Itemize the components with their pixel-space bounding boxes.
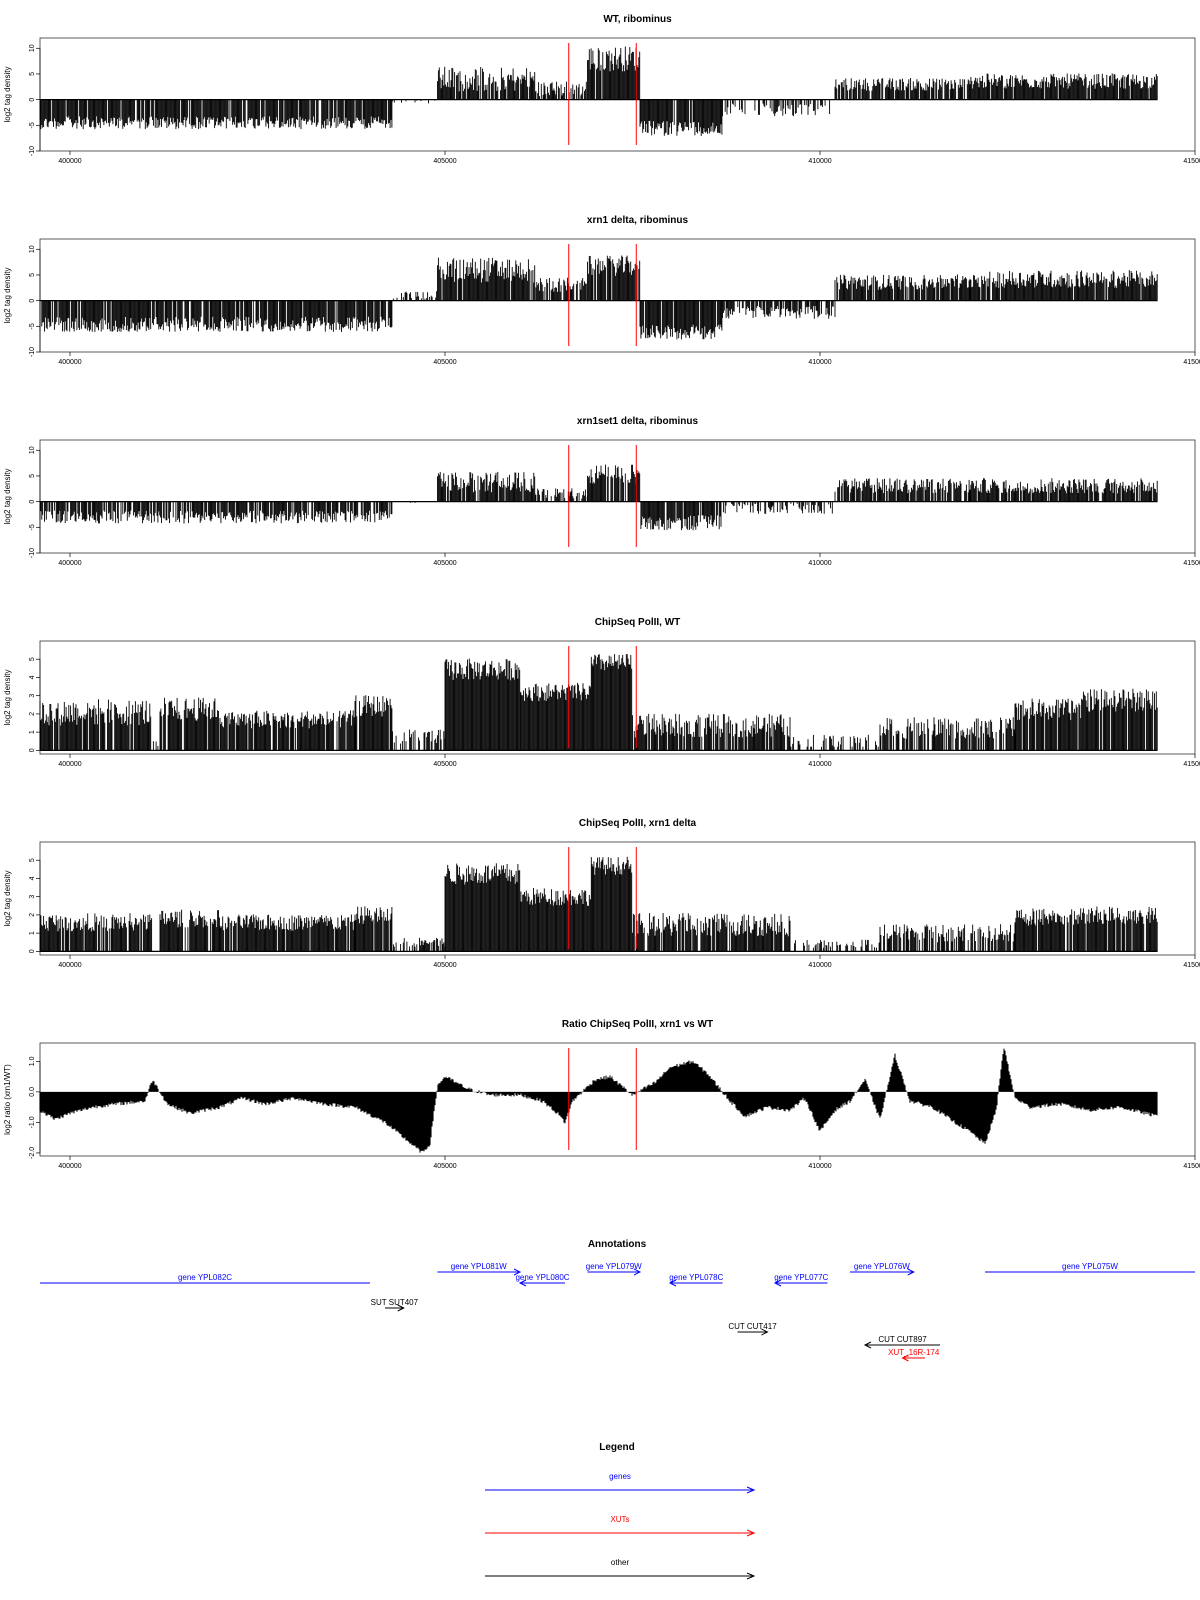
y-tick-label: -10 [29, 347, 36, 357]
y-tick-label: 0 [29, 500, 36, 504]
chart-title: ChipSeq PolII, xrn1 delta [579, 818, 697, 829]
x-tick-label: 410000 [808, 158, 831, 165]
x-tick-label: 405000 [433, 560, 456, 567]
x-tick-label: 410000 [808, 560, 831, 567]
y-axis-label: log2 tag density [3, 669, 12, 725]
y-tick-label: -10 [29, 548, 36, 558]
y-tick-label: -5 [29, 524, 36, 530]
y-tick-label: 0 [29, 748, 36, 752]
x-tick-label: 415000 [1183, 158, 1200, 165]
series-marks [39, 856, 1158, 952]
x-tick-label: 415000 [1183, 560, 1200, 567]
y-tick-label: -10 [29, 146, 36, 156]
y-tick-label: -5 [29, 323, 36, 329]
chart-title: WT, ribominus [603, 14, 672, 25]
y-tick-label: 1 [29, 931, 36, 935]
x-tick-label: 405000 [433, 158, 456, 165]
chart-panel-3: xrn1set1 delta, ribominus -10 -5 0 5 10 log2 t… [3, 416, 1200, 567]
y-tick-label: 0 [29, 299, 36, 303]
y-tick-label: 5 [29, 657, 36, 661]
y-tick-label: 3 [29, 694, 36, 698]
y-axis-label: log2 tag density [3, 870, 12, 926]
y-tick-label: 10 [29, 245, 36, 253]
y-tick-label: 0 [29, 98, 36, 102]
x-tick-label: 415000 [1183, 359, 1200, 366]
y-axis-label: log2 tag density [3, 267, 12, 323]
chart-title: ChipSeq PolII, WT [595, 617, 681, 628]
x-tick-label: 415000 [1183, 962, 1200, 969]
chart-panel-2: xrn1 delta, ribominus -10 -5 0 5 10 log2 tag d… [3, 215, 1200, 366]
chart-title: xrn1 delta, ribominus [587, 215, 689, 226]
chart-panel-4: ChipSeq PolII, WT 0 1 2 3 4 5 log2 tag density 4… [3, 617, 1200, 768]
x-tick-label: 400000 [58, 158, 81, 165]
x-tick-label: 410000 [808, 359, 831, 366]
x-tick-label: 400000 [58, 359, 81, 366]
series-marks [39, 46, 1158, 137]
x-tick-label: 410000 [808, 761, 831, 768]
y-tick-label: 2 [29, 913, 36, 917]
chart-title: xrn1set1 delta, ribominus [577, 416, 699, 427]
x-tick-label: 400000 [58, 962, 81, 969]
x-tick-label: 410000 [808, 962, 831, 969]
y-tick-label: 5 [29, 72, 36, 76]
x-tick-label: 405000 [433, 359, 456, 366]
y-axis-label: log2 tag density [3, 468, 12, 524]
y-tick-label: 5 [29, 273, 36, 277]
y-tick-label: 0 [29, 949, 36, 953]
chart-panel-1: WT, ribominus -10 -5 0 5 10 log2 tag density 40… [3, 14, 1200, 165]
y-tick-label: 1 [29, 730, 36, 734]
x-tick-label: 405000 [433, 962, 456, 969]
series-marks [39, 464, 1158, 531]
y-tick-label: 5 [29, 858, 36, 862]
y-tick-label: 4 [29, 876, 36, 880]
y-tick-label: 10 [29, 446, 36, 454]
x-tick-label: 400000 [58, 560, 81, 567]
y-tick-label: 3 [29, 895, 36, 899]
y-axis-label: log2 tag density [3, 66, 12, 122]
y-tick-label: 10 [29, 44, 36, 52]
x-tick-label: 415000 [1183, 761, 1200, 768]
series-marks [39, 255, 1158, 340]
x-tick-label: 405000 [433, 761, 456, 768]
y-tick-label: 2 [29, 712, 36, 716]
chart-panel-5: ChipSeq PolII, xrn1 delta 0 1 2 3 4 5 log2 tag … [3, 818, 1200, 969]
y-tick-label: 4 [29, 675, 36, 679]
y-tick-label: 5 [29, 474, 36, 478]
series-marks [39, 654, 1158, 751]
y-tick-label: -5 [29, 122, 36, 128]
x-tick-label: 400000 [58, 761, 81, 768]
